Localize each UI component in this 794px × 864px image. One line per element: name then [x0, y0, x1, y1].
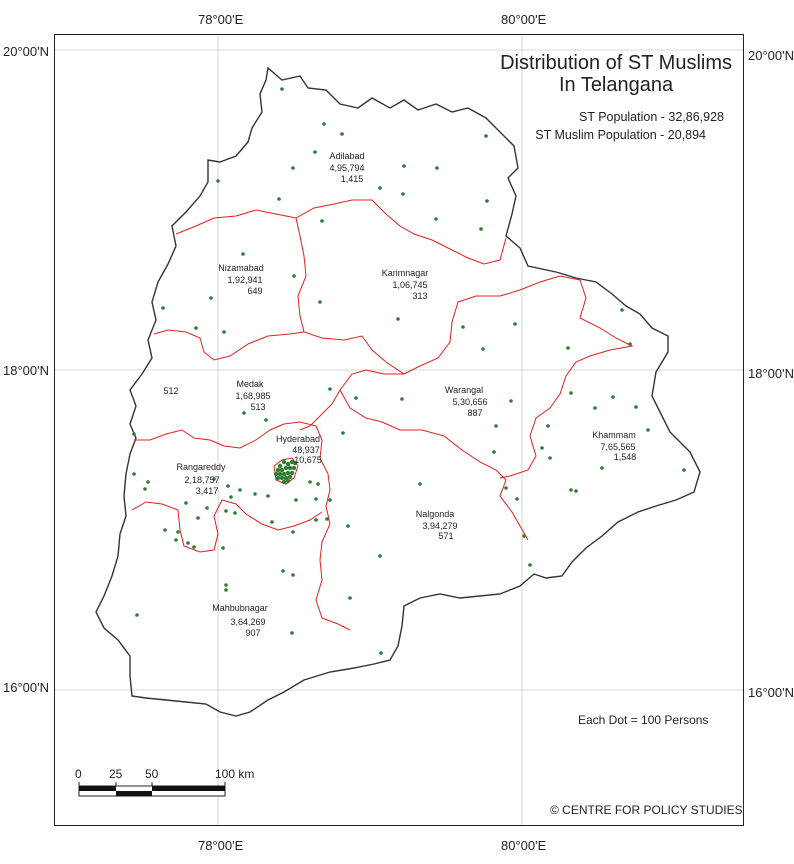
district-muslims-nalgonda: 571 — [438, 531, 453, 541]
district-muslims-warangal: 887 — [467, 408, 482, 418]
district-population-warangal: 5,30,656 — [452, 397, 487, 407]
lat-label-right-mid: 18°00'N — [748, 366, 794, 381]
lat-label-right-bottom: 16°00'N — [748, 685, 794, 700]
map-title-line1: Distribution of ST Muslims — [500, 52, 732, 74]
district-muslims-khammam: 1,548 — [614, 452, 637, 462]
district-population-nalgonda: 3,94,279 — [422, 521, 457, 531]
district-muslims-hyderabad: 10,675 — [294, 455, 322, 465]
scale-label-50: 50 — [145, 767, 159, 781]
district-population-rangareddy: 2,18,757 — [184, 475, 219, 485]
district-population-karimnagar: 1,06,745 — [392, 280, 427, 290]
lon-label-top-left: 78°00'E — [198, 12, 244, 27]
population-dots — [132, 87, 686, 655]
district-name-nizamabad: Nizamabad — [218, 263, 264, 273]
district-name-medak: Medak — [236, 379, 264, 389]
district-name-nalgonda: Nalgonda — [416, 509, 455, 519]
district-labels: Adilabad 4,95,794 1,415 Nizamabad 1,92,9… — [163, 151, 636, 638]
lat-label-right-top: 20°00'N — [748, 48, 794, 63]
lat-label-left-top: 20°00'N — [3, 44, 49, 59]
district-muslims-medak: 513 — [250, 402, 265, 412]
district-muslims-adilabad: 1,415 — [341, 174, 364, 184]
hyderabad-boundary — [273, 457, 299, 485]
lat-label-left-mid: 18°00'N — [3, 363, 49, 378]
state-boundary — [95, 66, 701, 717]
district-population-khammam: 7,65,565 — [600, 442, 635, 452]
dot-legend: Each Dot = 100 Persons — [578, 713, 709, 727]
map-title: Distribution of ST Muslims In Telangana — [500, 52, 732, 96]
district-muslims-rangareddy: 3,417 — [196, 486, 219, 496]
scale-label-100km: 100 km — [215, 767, 255, 781]
lon-label-bottom-left: 78°00'E — [198, 838, 244, 853]
district-population-nizamabad: 1,92,941 — [227, 275, 262, 285]
district-muslims-karimnagar: 313 — [412, 291, 427, 301]
district-name-hyderabad: Hyderabad — [276, 434, 320, 444]
district-muslims-nizamabad: 649 — [247, 286, 262, 296]
district-name-karimnagar: Karimnagar — [382, 268, 429, 278]
district-boundaries — [131, 199, 634, 631]
map-frame — [54, 34, 744, 826]
st-muslim-population: ST Muslim Population - 20,894 — [535, 128, 706, 142]
hyderabad-dot-cluster — [273, 459, 298, 485]
district-name-mahbubnagar: Mahbubnagar — [212, 603, 268, 613]
st-population: ST Population - 32,86,928 — [578, 110, 724, 124]
credit-text: © CENTRE FOR POLICY STUDIES — [550, 803, 743, 817]
district-muslims-unnamed: 512 — [163, 386, 178, 396]
scale-bar — [78, 782, 226, 797]
map-title-line2: In Telangana — [558, 74, 674, 96]
district-name-warangal: Warangal — [445, 385, 483, 395]
lat-label-left-bottom: 16°00'N — [3, 680, 49, 695]
scale-label-25: 25 — [109, 767, 123, 781]
district-population-mahbubnagar: 3,64,269 — [230, 617, 265, 627]
scale-label-0: 0 — [75, 767, 82, 781]
graticule-lines — [55, 35, 743, 825]
district-population-medak: 1,68,985 — [235, 391, 270, 401]
district-name-adilabad: Adilabad — [329, 151, 364, 161]
district-population-hyderabad: 48,937 — [292, 445, 320, 455]
district-name-rangareddy: Rangareddy — [176, 462, 226, 472]
district-muslims-mahbubnagar: 907 — [245, 628, 260, 638]
lon-label-top-right: 80°00'E — [501, 12, 547, 27]
district-population-adilabad: 4,95,794 — [329, 163, 364, 173]
lon-label-bottom-right: 80°00'E — [501, 838, 547, 853]
district-name-khammam: Khammam — [592, 430, 636, 440]
